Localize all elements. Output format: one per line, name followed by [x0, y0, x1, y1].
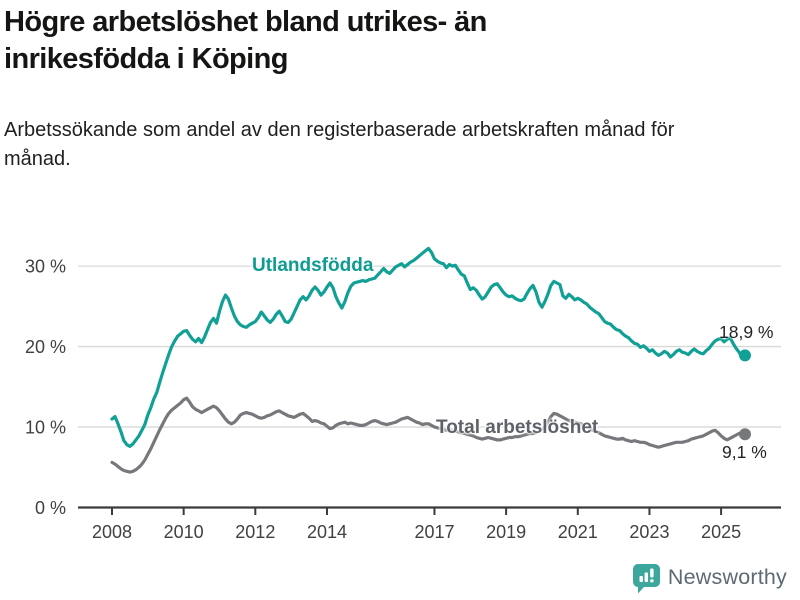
brand-wordmark: Newsworthy [667, 565, 787, 589]
chart-subtitle: Arbetssökande som andel av den registerb… [4, 119, 675, 170]
end-value-label-total: 9,1 % [722, 442, 767, 462]
x-tick-label: 2010 [164, 522, 204, 542]
x-axis: 2008 2010 2012 2014 2017 2019 2021 2023 2025 [78, 506, 781, 542]
y-tick-label: 10 % [25, 418, 66, 438]
series-label-total-arbetsloshet: Total arbetslöshet [436, 417, 599, 438]
x-tick-label: 2021 [558, 522, 598, 542]
chart-title: Högre arbetslöshet bland utrikes- än inr… [4, 6, 487, 75]
x-tick-label: 2025 [701, 522, 741, 542]
series-end-dot [738, 349, 751, 362]
newsworthy-speech-bubble-chart-icon [632, 564, 660, 594]
y-tick-label: 20 % [25, 337, 66, 357]
x-tick-label: 2019 [486, 522, 526, 542]
series-line-total-arbetsl-shet [110, 396, 747, 474]
end-value-label-utlandsfodda: 18,9 % [719, 322, 774, 342]
x-tick-label: 2014 [307, 522, 347, 542]
brand-footer: Newsworthy [631, 561, 787, 594]
gridlines [78, 265, 781, 428]
y-axis: 0 % 10 % 20 % 30 % [25, 257, 66, 518]
series-line-utlandsf-dda [110, 246, 747, 448]
y-tick-label: 0 % [35, 498, 66, 518]
series-label-utlandsfodda: Utlandsfödda [252, 255, 374, 276]
x-tick-label: 2023 [629, 522, 669, 542]
x-tick-label: 2012 [235, 522, 275, 542]
series-end-dot [738, 428, 751, 441]
x-tick-label: 2008 [92, 522, 132, 542]
y-tick-label: 30 % [25, 257, 66, 277]
x-tick-label: 2017 [414, 522, 454, 542]
